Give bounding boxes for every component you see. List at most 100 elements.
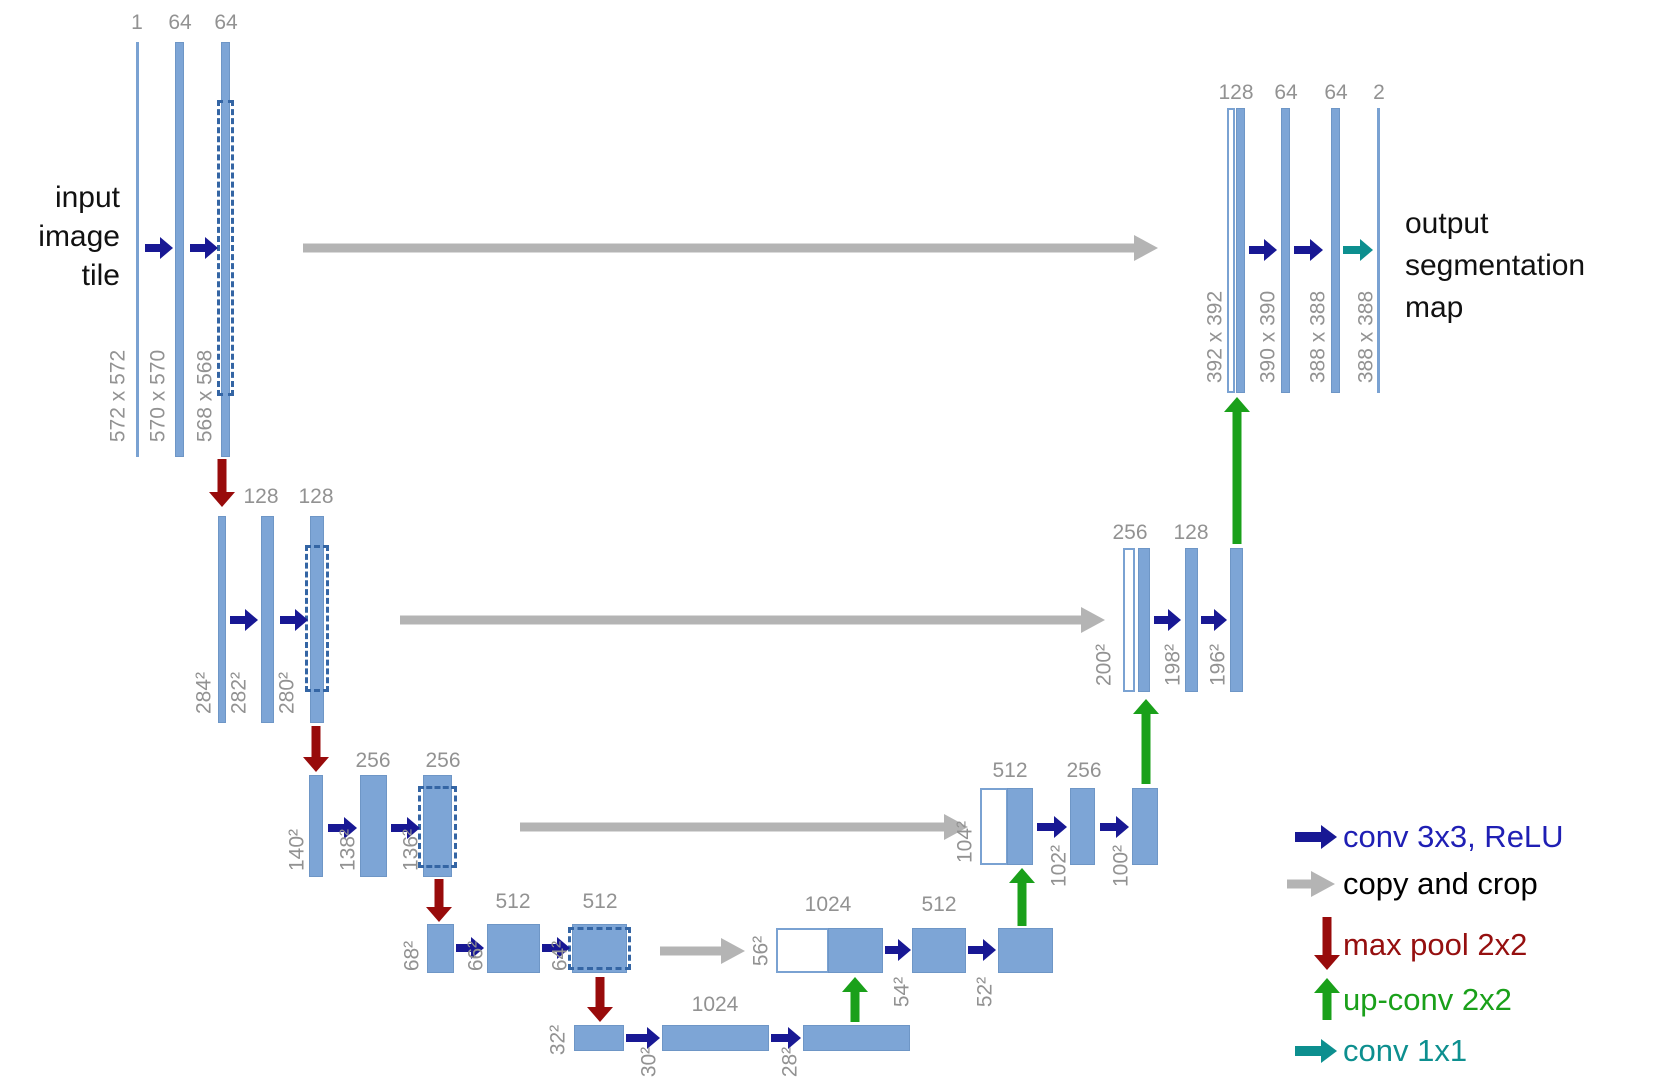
output-caption: output segmentation map	[1405, 203, 1585, 329]
channel-label: 64	[1324, 81, 1348, 104]
conv-arrow-icon	[145, 237, 173, 259]
dim-label: 102²	[1047, 844, 1071, 888]
channel-label: 1024	[691, 993, 739, 1016]
conv-arrow-icon	[280, 609, 308, 631]
maxpool-arrow-icon	[303, 726, 329, 772]
feature-map-bar	[1281, 108, 1290, 393]
legend-upconv-arrow-icon	[1314, 978, 1340, 1020]
copied-feature-box	[1123, 548, 1135, 692]
channel-label: 512	[921, 893, 957, 916]
channel-label: 256	[1112, 521, 1148, 544]
input-caption: input image tile	[28, 178, 120, 295]
dim-label: 198²	[1161, 643, 1185, 687]
conv-arrow-icon	[885, 939, 911, 961]
feature-map-bar	[221, 42, 230, 457]
feature-map-bar	[1007, 788, 1033, 865]
channel-label: 64	[1274, 81, 1298, 104]
conv-arrow-icon	[1037, 816, 1067, 838]
dim-label: 280²	[275, 671, 299, 715]
dim-label: 390 x 390	[1256, 290, 1280, 384]
feature-map-bar	[1331, 108, 1340, 393]
dim-label: 388 x 388	[1354, 290, 1378, 384]
feature-map-bar	[487, 924, 540, 973]
copy-crop-arrow-icon	[520, 814, 968, 840]
feature-map-bar	[360, 775, 387, 877]
dim-label: 568 x 568	[193, 349, 217, 443]
channel-label: 256	[425, 749, 461, 772]
crop-region-outline	[217, 100, 234, 396]
feature-map-bar	[828, 928, 883, 973]
conv-arrow-icon	[1249, 239, 1277, 261]
feature-map-bar	[218, 516, 226, 723]
feature-map-bar	[912, 928, 966, 973]
feature-map-bar	[136, 42, 139, 457]
dim-label: 100²	[1109, 844, 1133, 888]
feature-map-bar	[1230, 548, 1243, 692]
legend-label-conv1x1: conv 1x1	[1343, 1033, 1468, 1068]
maxpool-arrow-icon	[587, 977, 613, 1022]
copied-feature-box	[1227, 108, 1235, 393]
dim-label: 68²	[400, 940, 424, 972]
conv-arrow-icon	[230, 609, 258, 631]
copy-crop-arrow-icon	[400, 607, 1105, 633]
dim-label: 138²	[336, 828, 360, 872]
channel-label: 64	[168, 11, 192, 34]
channel-label: 128	[1173, 521, 1209, 544]
dim-label: 56²	[749, 935, 773, 967]
feature-map-bar	[1132, 788, 1158, 865]
crop-region-outline	[568, 927, 631, 970]
dim-label: 64²	[548, 940, 572, 972]
dim-label: 66²	[464, 940, 488, 972]
dim-label: 32²	[546, 1024, 570, 1056]
dim-label: 140²	[285, 828, 309, 872]
input-caption-line: image	[38, 220, 120, 253]
conv1x1-arrow-icon	[1343, 239, 1373, 261]
input-caption-line: tile	[81, 259, 120, 292]
feature-map-bar	[261, 516, 274, 723]
feature-map-bar	[1236, 108, 1245, 393]
dim-label: 196²	[1206, 643, 1230, 687]
crop-region-outline	[305, 545, 329, 692]
legend-conv-arrow-icon	[1295, 825, 1337, 849]
feature-map-bar	[1070, 788, 1095, 865]
feature-map-bar	[574, 1025, 624, 1051]
conv-arrow-icon	[190, 237, 218, 259]
dim-label: 388 x 388	[1306, 290, 1330, 384]
crop-region-outline	[418, 786, 457, 868]
legend-label-conv: conv 3x3, ReLU	[1343, 819, 1564, 854]
feature-map-bar	[310, 516, 324, 723]
input-caption-line: input	[54, 181, 120, 214]
copy-crop-arrow-icon	[303, 235, 1158, 261]
upconv-arrow-icon	[1224, 397, 1250, 544]
feature-map-bar	[572, 924, 627, 973]
output-caption-line: map	[1405, 291, 1464, 324]
feature-map-bar	[662, 1025, 769, 1051]
conv-arrow-icon	[1294, 239, 1323, 261]
copy-crop-arrow-icon	[660, 938, 745, 964]
dim-label: 284²	[192, 671, 216, 715]
feature-map-bar	[427, 924, 454, 973]
channel-label: 128	[1218, 81, 1254, 104]
channel-label: 512	[992, 759, 1028, 782]
copied-feature-box	[980, 788, 1008, 865]
feature-map-bar	[1377, 108, 1380, 393]
feature-map-bar	[1138, 548, 1150, 692]
channel-label: 256	[1066, 759, 1102, 782]
channel-label: 128	[243, 485, 279, 508]
feature-map-bar	[803, 1025, 910, 1051]
legend-label-copy: copy and crop	[1343, 866, 1538, 901]
feature-map-bar	[998, 928, 1053, 973]
copied-feature-box	[776, 928, 829, 973]
dim-label: 136²	[399, 828, 423, 872]
conv-arrow-icon	[1154, 609, 1181, 631]
dim-label: 52²	[973, 976, 997, 1008]
channel-label: 2	[1373, 81, 1385, 104]
upconv-arrow-icon	[842, 977, 868, 1022]
dim-label: 572 x 572	[106, 349, 130, 443]
feature-map-bar	[423, 775, 452, 877]
legend-copy-arrow-icon	[1287, 871, 1335, 897]
channel-label: 256	[355, 749, 391, 772]
dim-label: 570 x 570	[146, 349, 170, 443]
conv-arrow-icon	[1201, 609, 1227, 631]
dim-label: 200²	[1092, 643, 1116, 687]
